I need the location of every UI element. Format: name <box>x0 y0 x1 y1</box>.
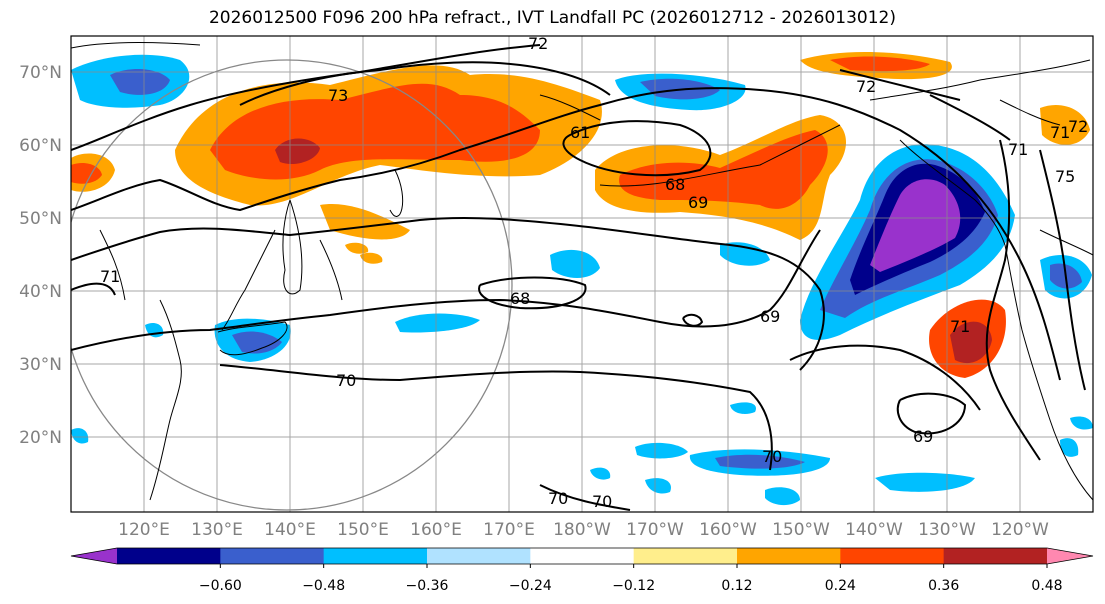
longitude-labels: 120°E 130°E 140°E 150°E 160°E 170°E 180°… <box>118 520 1049 540</box>
lat-label: 30°N <box>19 355 62 375</box>
contour-label: 70 <box>592 492 612 511</box>
contour-label: 61 <box>570 123 590 142</box>
colorbar-tick-label: −0.60 <box>199 578 242 594</box>
colorbar-segment <box>427 548 531 564</box>
contour-label: 68 <box>665 175 685 194</box>
lon-label: 160°E <box>410 520 462 540</box>
coastlines <box>71 41 1093 501</box>
radius-circle <box>71 59 513 511</box>
contour-label: 71 <box>100 267 120 286</box>
colorbar-segment <box>633 548 738 564</box>
colorbar-segment <box>840 548 945 564</box>
contour-label: 72 <box>528 34 548 53</box>
colorbar-tick-label: 0.48 <box>1031 578 1062 594</box>
lat-label: 60°N <box>19 136 62 156</box>
lon-label: 130°W <box>918 520 976 540</box>
lon-label: 140°W <box>845 520 903 540</box>
colorbar-tick-label: 0.24 <box>825 578 856 594</box>
contour-label: 72 <box>856 77 876 96</box>
lon-label: 160°W <box>699 520 757 540</box>
colorbar-segment <box>943 548 1048 564</box>
colorbar-extend-max <box>1047 548 1093 564</box>
colorbar-tick-label: −0.48 <box>302 578 345 594</box>
contour-label: 71 <box>1008 140 1028 159</box>
lon-label: 120°E <box>118 520 170 540</box>
colorbar-segment <box>323 548 428 564</box>
lon-label: 150°W <box>772 520 830 540</box>
map-title: 2026012500 F096 200 hPa refract., IVT La… <box>208 8 896 28</box>
contour-label: 72 <box>1068 117 1088 136</box>
lon-label: 180°W <box>553 520 611 540</box>
contour-label: 69 <box>913 427 933 446</box>
lon-label: 150°E <box>337 520 389 540</box>
contour-label: 70 <box>336 371 356 390</box>
lat-label: 40°N <box>19 282 62 302</box>
lon-label: 170°E <box>483 520 535 540</box>
colorbar: −0.60 −0.48 −0.36 −0.24 −0.12 0.12 0.24 0.36 0.4… <box>70 547 1094 594</box>
colorbar-tick-label: −0.24 <box>509 578 552 594</box>
contour-label: 69 <box>688 193 708 212</box>
map-frame <box>70 35 1094 513</box>
lat-label: 70°N <box>19 63 62 83</box>
contour-label: 73 <box>328 86 348 105</box>
colorbar-segment <box>737 548 841 564</box>
contour-label: 70 <box>548 489 568 508</box>
lon-label: 170°W <box>626 520 684 540</box>
colorbar-extend-min <box>71 548 117 564</box>
lat-label: 20°N <box>19 428 62 448</box>
colorbar-tick-label: −0.36 <box>406 578 449 594</box>
contour-labels: 72 73 72 71 61 68 69 68 69 71 70 70 70 7… <box>100 34 1088 511</box>
lat-label: 50°N <box>19 209 62 229</box>
graticule <box>71 36 1093 512</box>
contour-label: 75 <box>1055 167 1075 186</box>
contour-label: 71 <box>1050 123 1070 142</box>
lon-label: 120°W <box>991 520 1049 540</box>
colorbar-segment <box>117 548 221 564</box>
contour-label: 70 <box>762 447 782 466</box>
latitude-labels: 70°N 60°N 50°N 40°N 30°N 20°N <box>19 63 62 448</box>
colorbar-segment <box>530 548 635 564</box>
contours <box>71 44 1086 511</box>
colorbar-outline <box>70 547 1094 565</box>
colorbar-segment <box>220 548 325 564</box>
lon-label: 140°E <box>264 520 316 540</box>
contour-label: 68 <box>510 289 530 308</box>
colorbar-tick-label: 0.12 <box>721 578 752 594</box>
lon-label: 130°E <box>191 520 243 540</box>
contour-label: 71 <box>950 317 970 336</box>
contour-label: 69 <box>760 307 780 326</box>
colorbar-tick-label: 0.36 <box>928 578 959 594</box>
colorbar-tick-label: −0.12 <box>612 578 655 594</box>
